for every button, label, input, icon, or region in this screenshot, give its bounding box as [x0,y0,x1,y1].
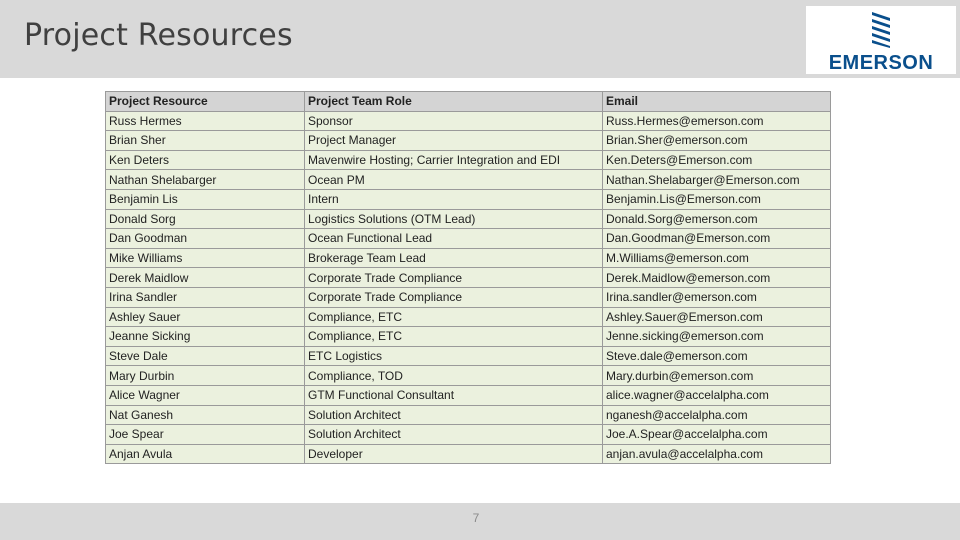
resource-name-cell: Brian Sher [105,130,305,151]
team-role-cell: Compliance, ETC [304,326,603,347]
table-row: Alice Wagner GTM Functional Consultant ali… [105,384,831,406]
team-role-cell: ETC Logistics [304,345,603,367]
resource-name-cell: Benjamin Lis [105,188,305,210]
email-cell: Russ.Hermes@emerson.com [602,110,831,132]
table-body: Russ Hermes Sponsor Russ.Hermes@emerson.co… [105,110,831,465]
table-row: Steve Dale ETC Logistics Steve.dale@emerso… [105,345,831,367]
table-row: Donald Sorg Logistics Solutions (OTM Lead… [105,208,831,230]
table-row: Russ Hermes Sponsor Russ.Hermes@emerson.co… [105,110,831,132]
team-role-cell: Developer [304,443,603,465]
team-role-cell: Ocean PM [304,169,603,190]
resource-name-cell: Mary Durbin [105,365,305,386]
table-row: Brian Sher Project Manager Brian.Sher@emer… [105,130,831,151]
email-cell: Jenne.sicking@emerson.com [602,326,831,347]
table-row: Mary Durbin Compliance, TOD Mary.durbin@em… [105,365,831,386]
team-role-cell: Mavenwire Hosting; Carrier Integration a… [304,149,603,171]
email-cell: Irina.sandler@emerson.com [602,286,831,308]
column-header-email: Email [602,91,831,112]
team-role-cell: Corporate Trade Compliance [304,267,603,288]
email-cell: nganesh@accelalpha.com [602,404,831,426]
footer-bar: 7 [0,503,960,540]
resource-name-cell: Steve Dale [105,345,305,367]
resource-name-cell: Nat Ganesh [105,404,305,426]
emerson-logo-text: EMERSON [828,52,934,74]
resource-name-cell: Joe Spear [105,424,305,445]
resource-name-cell: Mike Williams [105,247,305,269]
title-bar: Project Resources EMERSON [0,0,960,78]
table-header-row: Project Resource Project Team Role Email [105,91,831,112]
email-cell: Nathan.Shelabarger@Emerson.com [602,169,831,190]
team-role-cell: Brokerage Team Lead [304,247,603,269]
email-cell: Steve.dale@emerson.com [602,345,831,367]
team-role-cell: Compliance, ETC [304,306,603,328]
team-role-cell: Solution Architect [304,404,603,426]
project-resources-table: Project Resource Project Team Role Email… [105,91,831,465]
emerson-logo: EMERSON [806,6,956,74]
email-cell: alice.wagner@accelalpha.com [602,384,831,406]
resource-name-cell: Jeanne Sicking [105,326,305,347]
team-role-cell: Logistics Solutions (OTM Lead) [304,208,603,230]
table-row: Anjan Avula Developer anjan.avula@accelalp… [105,443,831,465]
resource-name-cell: Russ Hermes [105,110,305,132]
team-role-cell: Corporate Trade Compliance [304,286,603,308]
team-role-cell: GTM Functional Consultant [304,384,603,406]
resource-name-cell: Derek Maidlow [105,267,305,288]
resource-name-cell: Nathan Shelabarger [105,169,305,190]
resource-name-cell: Dan Goodman [105,228,305,249]
table-row: Mike Williams Brokerage Team Lead M.Willia… [105,247,831,269]
team-role-cell: Solution Architect [304,424,603,445]
table-row: Nathan Shelabarger Ocean PM Nathan.Shelaba… [105,169,831,190]
slide-title: Project Resources [24,18,293,53]
resource-name-cell: Alice Wagner [105,384,305,406]
email-cell: Donald.Sorg@emerson.com [602,208,831,230]
table-row: Jeanne Sicking Compliance, ETC Jenne.sicki… [105,326,831,347]
email-cell: Derek.Maidlow@emerson.com [602,267,831,288]
table-row: Irina Sandler Corporate Trade Compliance I… [105,286,831,308]
team-role-cell: Intern [304,188,603,210]
team-role-cell: Ocean Functional Lead [304,228,603,249]
team-role-cell: Sponsor [304,110,603,132]
table-row: Derek Maidlow Corporate Trade Compliance D… [105,267,831,288]
resource-name-cell: Ashley Sauer [105,306,305,328]
resource-name-cell: Irina Sandler [105,286,305,308]
table-row: Joe Spear Solution Architect Joe.A.Spear@a… [105,424,831,445]
email-cell: Ken.Deters@Emerson.com [602,149,831,171]
page-number: 7 [472,511,480,525]
email-cell: Mary.durbin@emerson.com [602,365,831,386]
email-cell: Ashley.Sauer@Emerson.com [602,306,831,328]
email-cell: Dan.Goodman@Emerson.com [602,228,831,249]
email-cell: Brian.Sher@emerson.com [602,130,831,151]
table-row: Ken Deters Mavenwire Hosting; Carrier Int… [105,149,831,171]
table-row: Benjamin Lis Intern Benjamin.Lis@Emerson.c… [105,188,831,210]
resource-name-cell: Ken Deters [105,149,305,171]
email-cell: Joe.A.Spear@accelalpha.com [602,424,831,445]
resource-name-cell: Donald Sorg [105,208,305,230]
column-header-project-team-role: Project Team Role [304,91,603,112]
resource-name-cell: Anjan Avula [105,443,305,465]
team-role-cell: Project Manager [304,130,603,151]
table-row: Nat Ganesh Solution Architect nganesh@acce… [105,404,831,426]
emerson-logo-mark-icon [872,12,890,48]
table-row: Ashley Sauer Compliance, ETC Ashley.Sauer@… [105,306,831,328]
table-row: Dan Goodman Ocean Functional Lead Dan.Good… [105,228,831,249]
column-header-project-resource: Project Resource [105,91,305,112]
email-cell: anjan.avula@accelalpha.com [602,443,831,465]
email-cell: Benjamin.Lis@Emerson.com [602,188,831,210]
email-cell: M.Williams@emerson.com [602,247,831,269]
team-role-cell: Compliance, TOD [304,365,603,386]
